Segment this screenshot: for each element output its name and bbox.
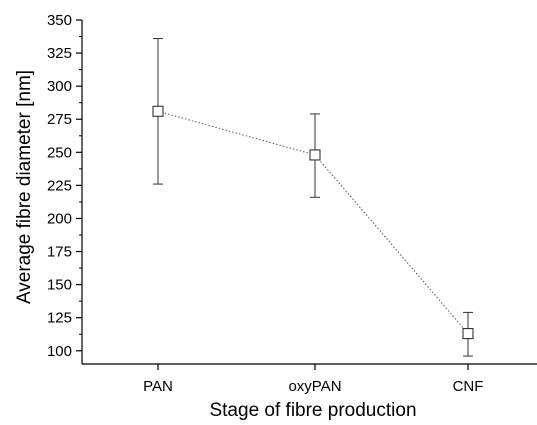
y-tick-label: 250 [47,144,72,161]
data-point [152,105,164,117]
y-axis: 100 125 150 175 200 225 250 275 300 325 350 [47,12,82,360]
x-axis-title: Stage of fibre production [209,400,416,421]
y-tick-label: 125 [47,310,72,327]
data-point [462,328,474,340]
series-line [157,110,469,334]
x-tick-label: CNF [453,378,484,395]
x-tick-label: PAN [143,378,173,395]
y-tick-label: 175 [47,244,72,261]
y-tick-label: 150 [47,277,72,294]
x-tick-label: oxyPAN [288,378,341,395]
y-axis-title: Average fibre diameter [nm] [14,70,35,304]
y-tick-label: 200 [47,210,72,227]
series-layer [152,38,474,357]
y-tick-label: 225 [47,177,72,194]
x-axis: PAN oxyPAN CNF [143,364,483,395]
data-point [309,149,321,161]
y-tick-label: 300 [47,78,72,95]
y-tick-label: 275 [47,111,72,128]
y-tick-label: 325 [47,45,72,62]
y-tick-label: 350 [47,12,72,29]
y-tick-label: 100 [47,343,72,360]
